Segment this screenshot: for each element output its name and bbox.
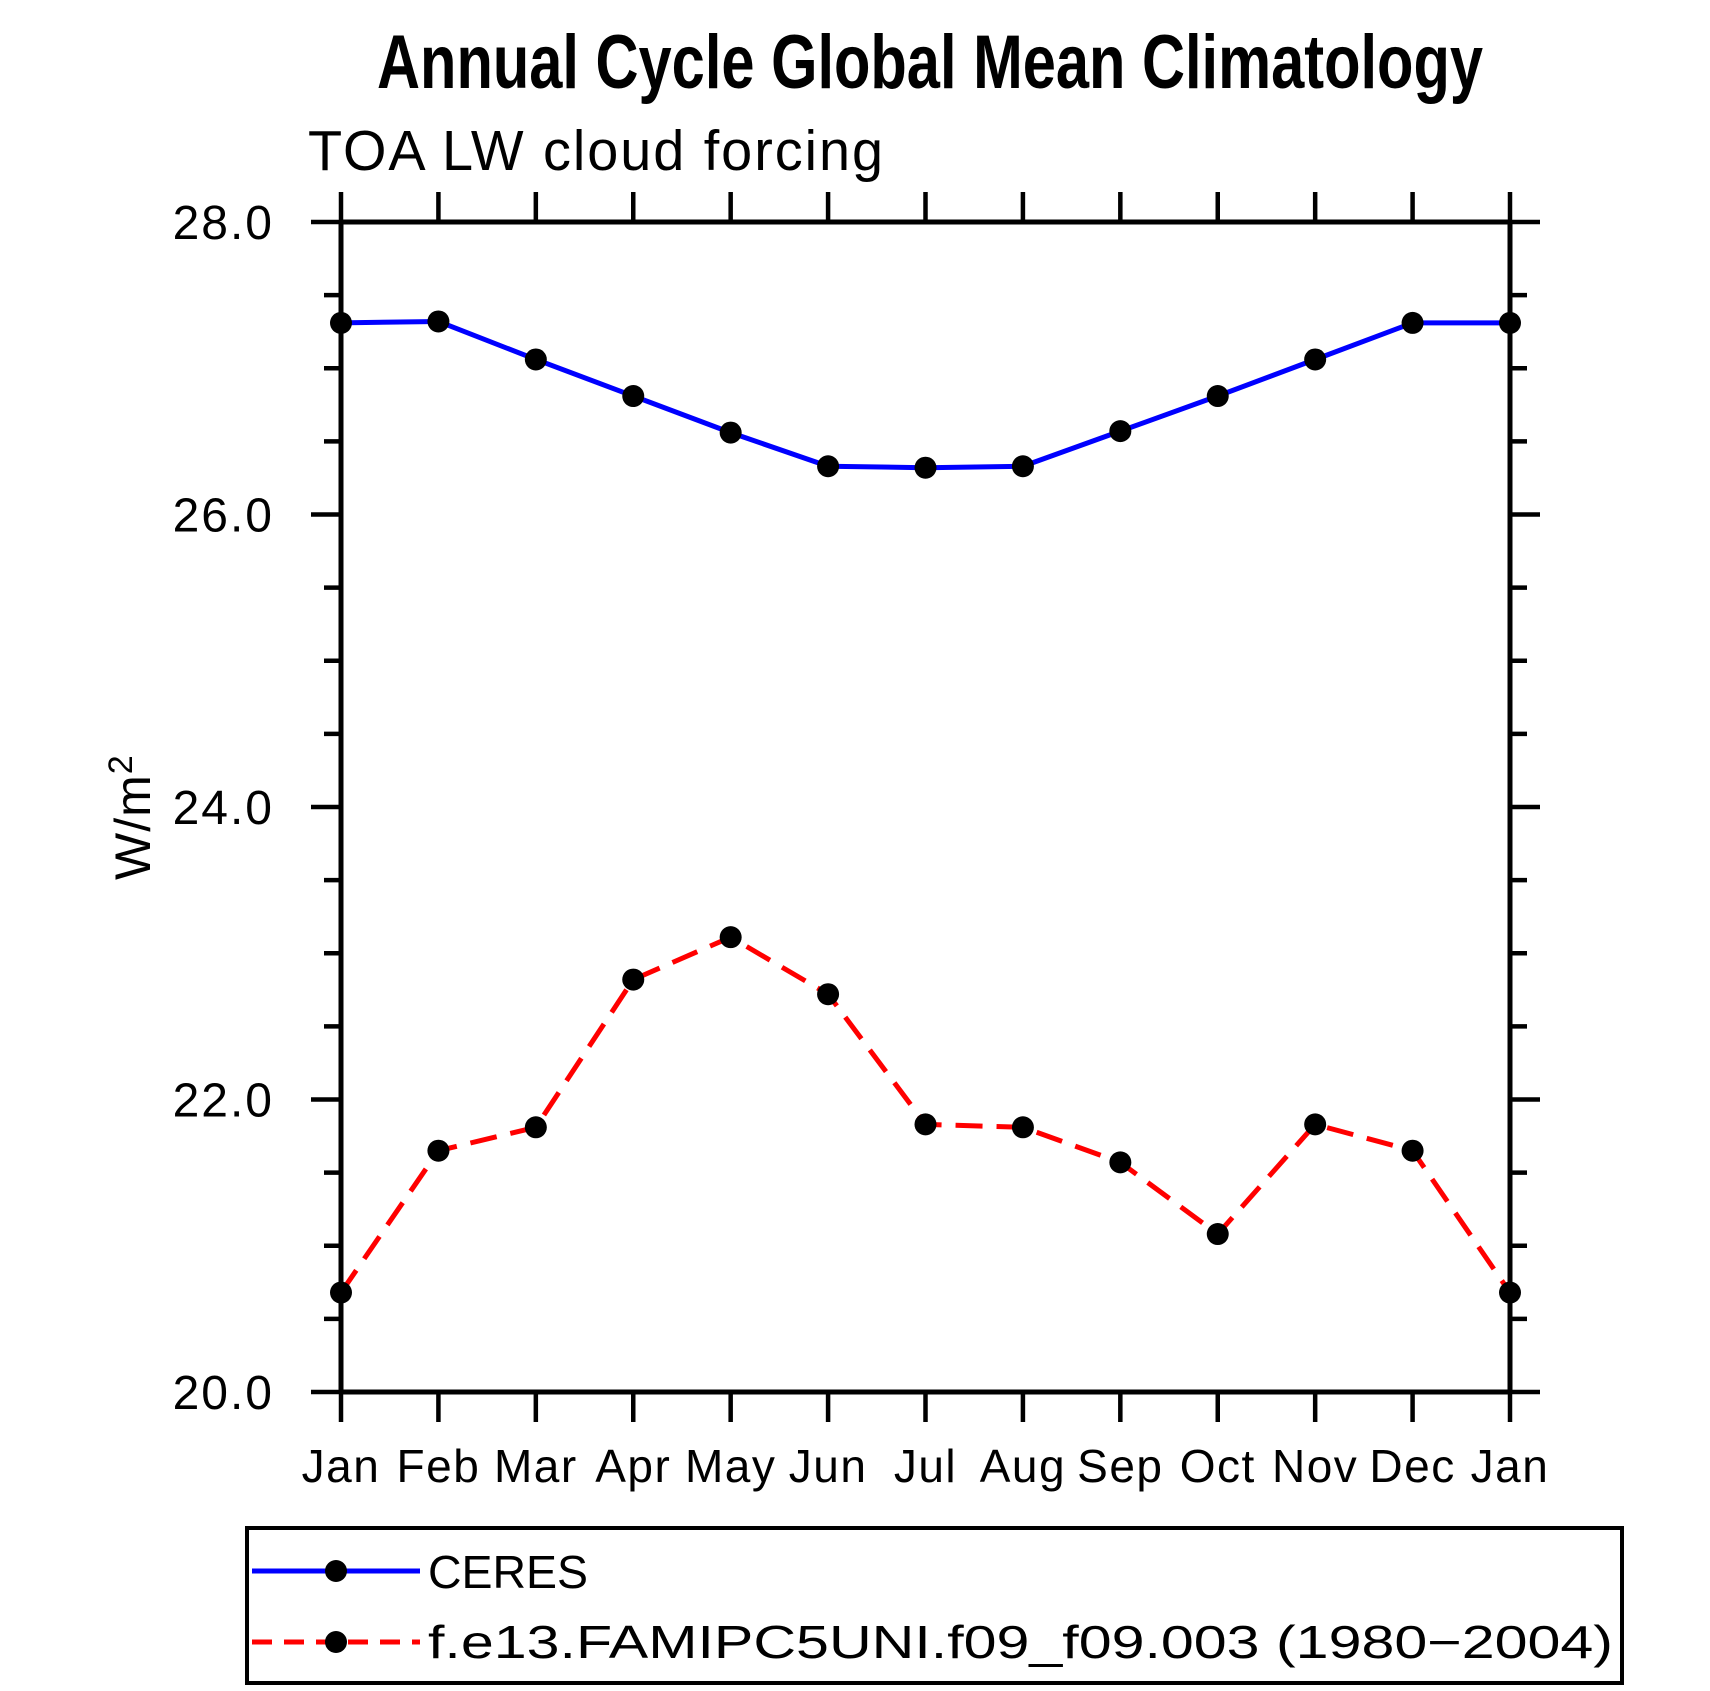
x-tick-label: Jul	[894, 1440, 957, 1492]
x-tick-label: Apr	[595, 1440, 671, 1492]
data-point-marker	[1109, 420, 1132, 443]
chart-title: Annual Cycle Global Mean Climatology	[377, 20, 1483, 105]
data-point-marker	[427, 310, 450, 333]
data-point-marker	[330, 1281, 352, 1304]
data-point-marker	[1011, 1116, 1034, 1139]
chart-subtitle: TOA LW cloud forcing	[308, 119, 885, 183]
y-axis-title-exponent: 2	[102, 754, 140, 774]
data-point-marker	[1011, 455, 1034, 478]
data-point-marker	[1304, 1113, 1327, 1136]
plot-area: Jan Feb Mar Apr May Jun Jul Aug Sep Oct Nov Dec Jan 2…	[173, 192, 1550, 1492]
y-tick-label: 20.0	[173, 1367, 274, 1420]
data-point-marker	[1304, 348, 1327, 371]
y-tick-label: 22.0	[173, 1075, 274, 1128]
x-tick-label: Mar	[494, 1440, 578, 1492]
data-point-marker	[622, 968, 645, 991]
data-point-marker	[1401, 311, 1424, 334]
x-tick-label: Feb	[397, 1440, 481, 1492]
x-tick-label: Nov	[1272, 1440, 1358, 1492]
data-point-marker	[622, 385, 645, 408]
data-point-marker	[1499, 311, 1521, 334]
data-point-marker	[524, 348, 547, 371]
x-tick-label: Sep	[1077, 1440, 1163, 1492]
legend-box: CERES f.e13.FAMIPC5UNI.f09_f09.003 (1980…	[245, 1526, 1624, 1685]
x-tick-label: Dec	[1369, 1440, 1455, 1492]
data-point-marker	[1499, 1281, 1521, 1304]
x-tick-label: Oct	[1180, 1440, 1256, 1492]
data-point-marker	[719, 421, 742, 444]
data-point-marker	[719, 926, 742, 949]
data-point-marker	[1206, 385, 1229, 408]
legend-border	[245, 1526, 1624, 1685]
data-point-marker	[914, 456, 937, 479]
data-point-marker	[1206, 1223, 1229, 1246]
data-point-marker	[427, 1139, 450, 1162]
legend-label-model: f.e13.FAMIPC5UNI.f09_f09.003 (1980−2004)	[428, 1616, 1613, 1668]
y-axis-title-base: W/m	[105, 774, 161, 880]
y-tick-label: 24.0	[173, 782, 274, 835]
y-tick-label: 26.0	[173, 490, 274, 543]
data-point-marker	[817, 983, 840, 1006]
series-line-ceres	[340, 318, 1510, 471]
data-point-marker	[914, 1113, 937, 1136]
data-point-marker	[524, 1116, 547, 1139]
x-tick-label: May	[685, 1440, 776, 1492]
x-tick-label: Jan	[1471, 1440, 1550, 1492]
y-axis-title: W/m2	[102, 754, 161, 880]
data-point-marker	[1401, 1139, 1424, 1162]
x-tick-label: Jun	[789, 1440, 868, 1492]
legend-marker-ceres	[325, 1560, 347, 1582]
legend-marker-model	[325, 1631, 347, 1653]
y-tick-label: 28.0	[173, 197, 274, 250]
legend-label-ceres: CERES	[428, 1546, 588, 1598]
x-tick-label: Aug	[980, 1440, 1066, 1492]
data-point-marker	[330, 311, 352, 334]
data-point-marker	[1109, 1151, 1132, 1174]
data-point-marker	[817, 455, 840, 478]
x-tick-label: Jan	[302, 1440, 381, 1492]
